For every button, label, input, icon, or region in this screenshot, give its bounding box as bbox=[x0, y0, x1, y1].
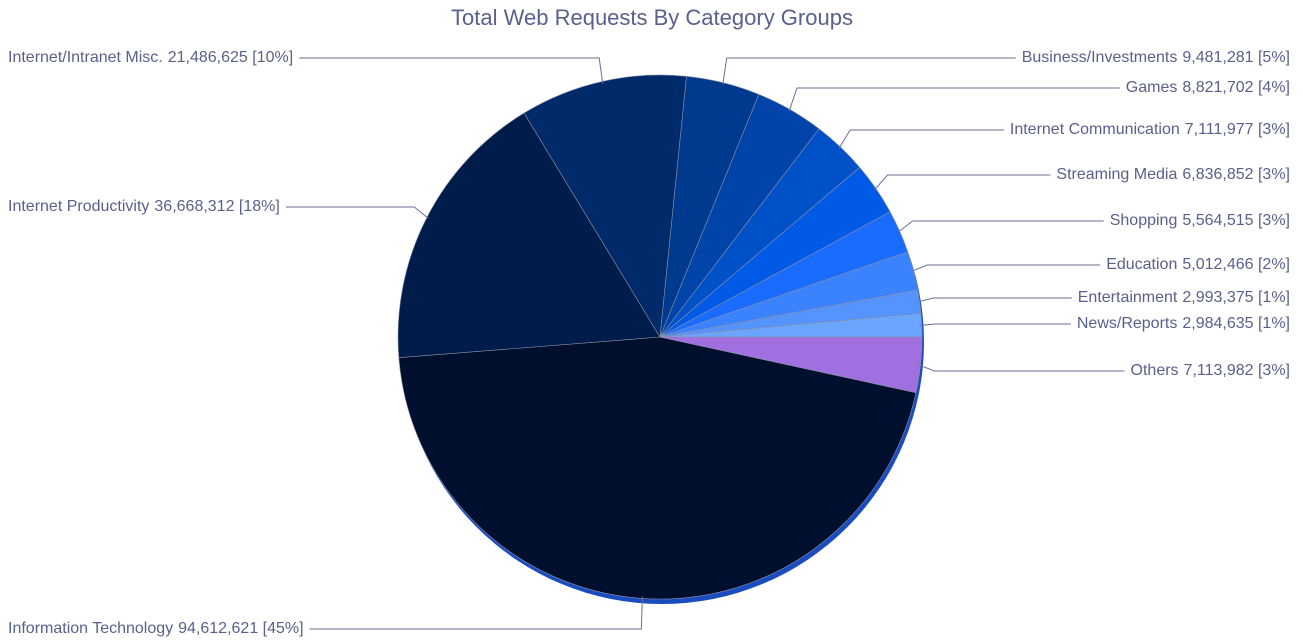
leader-line bbox=[897, 220, 1104, 233]
category-label: Business/Investments bbox=[1022, 49, 1178, 66]
leader-line bbox=[911, 264, 1101, 272]
slice-label: Internet Productivity 36,668,312 [18%] bbox=[8, 198, 280, 215]
value-label: 5,564,515 [3%] bbox=[1182, 212, 1290, 229]
slice-label: Information Technology 94,612,621 [45%] bbox=[8, 620, 304, 637]
leader-line bbox=[309, 596, 643, 630]
pie-slice bbox=[659, 336, 923, 394]
leader-line bbox=[917, 297, 1072, 303]
leader-line bbox=[788, 87, 1120, 112]
value-label: 36,668,312 [18%] bbox=[154, 198, 279, 215]
chart-title: Total Web Requests By Category Groups bbox=[451, 5, 853, 30]
leader-line bbox=[918, 364, 1125, 372]
category-label: Streaming Media bbox=[1056, 166, 1177, 183]
category-label: Shopping bbox=[1110, 212, 1178, 229]
category-label: Education bbox=[1106, 256, 1177, 273]
slice-label: Games 8,821,702 [4%] bbox=[1126, 79, 1290, 96]
leader-line bbox=[838, 129, 1004, 149]
slice-label: Others 7,113,982 [3%] bbox=[1131, 362, 1290, 379]
value-label: 2,984,635 [1%] bbox=[1182, 315, 1290, 332]
category-label: News/Reports bbox=[1077, 315, 1177, 332]
value-label: 8,821,702 [4%] bbox=[1182, 79, 1290, 96]
slice-label: Shopping 5,564,515 [3%] bbox=[1110, 212, 1290, 229]
slice-label: Internet Communication 7,111,977 [3%] bbox=[1010, 121, 1290, 138]
slice-label: Streaming Media 6,836,852 [3%] bbox=[1056, 166, 1290, 183]
leader-line bbox=[285, 206, 429, 219]
category-label: Internet Communication bbox=[1010, 121, 1180, 138]
value-label: 21,486,625 [10%] bbox=[168, 49, 293, 66]
value-label: 5,012,466 [2%] bbox=[1182, 256, 1290, 273]
category-label: Internet Productivity bbox=[8, 198, 149, 215]
leader-line bbox=[722, 57, 1016, 85]
slices bbox=[397, 74, 923, 600]
slice-label: Education 5,012,466 [2%] bbox=[1106, 256, 1290, 273]
value-label: 7,113,982 [3%] bbox=[1184, 362, 1290, 379]
value-label: 9,481,281 [5%] bbox=[1182, 49, 1290, 66]
value-label: 2,993,375 [1%] bbox=[1182, 289, 1290, 306]
value-label: 6,836,852 [3%] bbox=[1182, 166, 1290, 183]
slice-label: Business/Investments 9,481,281 [5%] bbox=[1022, 49, 1290, 66]
category-label: Games bbox=[1126, 79, 1178, 96]
leader-line bbox=[874, 174, 1051, 191]
leader-line bbox=[299, 57, 604, 84]
value-label: 94,612,621 [45%] bbox=[178, 620, 303, 637]
slice-label: News/Reports 2,984,635 [1%] bbox=[1077, 315, 1290, 332]
value-label: 7,111,977 [3%] bbox=[1185, 121, 1290, 138]
slice-label: Entertainment 2,993,375 [1%] bbox=[1078, 289, 1290, 306]
category-label: Information Technology bbox=[8, 620, 173, 637]
leader-line bbox=[919, 323, 1071, 326]
category-label: Internet/Intranet Misc. bbox=[8, 49, 163, 66]
slice-label: Internet/Intranet Misc. 21,486,625 [10%] bbox=[8, 49, 293, 66]
category-label: Others bbox=[1131, 362, 1179, 379]
category-label: Entertainment bbox=[1078, 289, 1178, 306]
pie-slice bbox=[398, 336, 917, 600]
